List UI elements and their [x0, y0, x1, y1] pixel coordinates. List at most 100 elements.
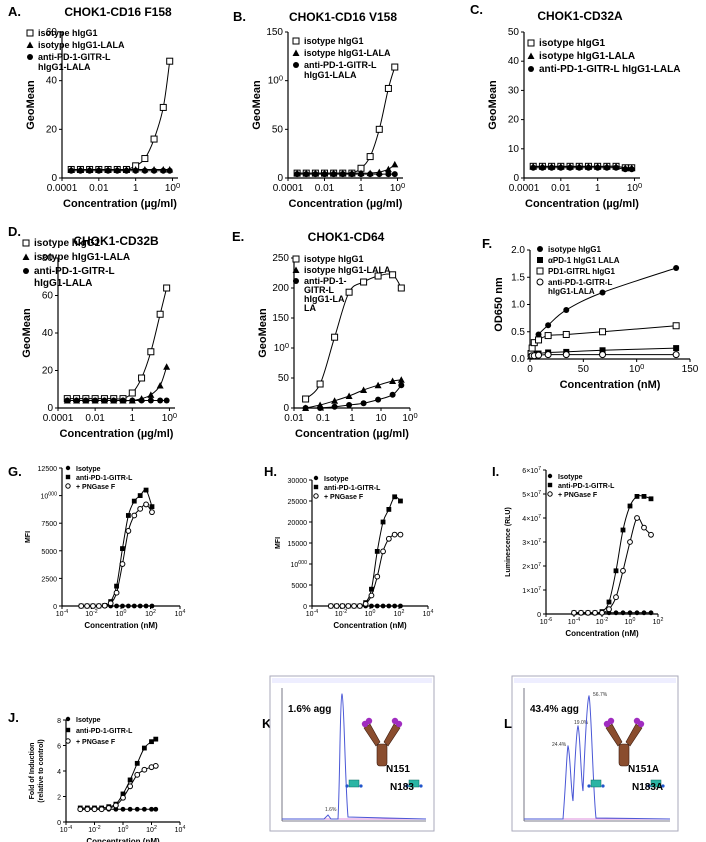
y-tick-label-H: 5000 [291, 583, 307, 590]
data-point [374, 381, 382, 389]
data-point [613, 594, 619, 601]
y-tick-label-H: 30000 [288, 478, 308, 485]
series-I-1: anti-PD-1-GITR-L [547, 482, 654, 616]
legend-marker [65, 483, 71, 489]
data-point [576, 164, 583, 171]
data-point [82, 397, 89, 404]
y-axis-label-I: Luminescence (RLU) [505, 507, 512, 577]
y-tick-label-D: 0 [47, 403, 53, 414]
y-tick-label-G: 0 [53, 604, 57, 611]
x-axis-label-A: Concentration (µg/ml) [63, 198, 177, 210]
x-tick-label-C: 100 [627, 181, 642, 194]
y-axis-label-G: MFI [25, 531, 32, 543]
data-point [585, 609, 591, 616]
x-tick-label-B: 0.0001 [273, 183, 304, 194]
data-point [613, 164, 620, 171]
aggregation-label: 1.6% agg [288, 704, 331, 715]
y-tick-label-A: 40 [46, 76, 58, 87]
panel-G: G. 10-4 10-2 100 102 104 0 2500 5000 7500 10000 125… [8, 464, 185, 630]
data-point [571, 609, 577, 616]
chart-title-B: CHOK1-CD16 V158 [289, 10, 397, 24]
legend-label-F: isotype hIgG1 [548, 245, 601, 254]
legend-label-D: anti-PD-1-GITR-L [34, 266, 115, 277]
data-point [380, 519, 386, 525]
data-point [360, 278, 368, 286]
y-tick-label-C: 10 [508, 144, 520, 155]
panel-label-D: D. [8, 224, 21, 239]
y-axis-label-B: GeoMean [251, 80, 263, 130]
legend-label-A: isotype hIgG1 [38, 28, 98, 38]
series-line [330, 496, 401, 607]
data-point [166, 57, 174, 65]
data-point [672, 351, 680, 359]
data-point [398, 498, 403, 504]
data-point [149, 603, 155, 609]
y-tick-label-C: 40 [508, 56, 520, 67]
legend-label-B: anti-PD-1-GITR-L [304, 60, 377, 70]
data-point [392, 494, 398, 500]
data-point [345, 288, 353, 296]
x-tick-label-J: 104 [175, 825, 186, 834]
data-point [84, 806, 91, 813]
data-point [131, 512, 138, 519]
data-point [156, 310, 164, 318]
x-tick-label-F: 50 [578, 364, 590, 375]
x-tick-label-F: 0 [527, 364, 533, 375]
panel-I: I. 10-6 10-4 10-2 100 102 0 1×107 2×107 3×107 4×10… [492, 464, 663, 638]
x-tick-label-H: 10-2 [335, 609, 348, 618]
y-tick-label-F: 1.0 [511, 300, 525, 311]
legend-marker [528, 66, 534, 72]
x-tick-label-F: 100 [629, 362, 644, 375]
antibody-icon [345, 717, 423, 788]
legend-label-C: isotype hIgG1-LALA [539, 51, 635, 62]
data-point [384, 165, 392, 173]
data-point [131, 603, 137, 609]
panel-label-E: E. [232, 229, 244, 244]
data-point [594, 164, 601, 171]
antibody-icon [587, 717, 665, 788]
x-tick-label-D: 0.0001 [43, 413, 74, 424]
data-point [375, 396, 382, 403]
data-point [374, 573, 381, 580]
data-point [391, 531, 398, 538]
data-point [603, 164, 610, 171]
x-tick-label-A: 100 [165, 181, 180, 194]
data-point [360, 386, 368, 393]
x-tick-label-E: 10 [375, 413, 387, 424]
data-point [648, 496, 654, 502]
legend-label-I: anti-PD-1-GITR-L [558, 483, 615, 490]
panel-label-J: J. [8, 710, 19, 725]
data-point [535, 336, 543, 344]
glycan-icon [408, 779, 420, 788]
data-point [641, 494, 647, 499]
legend-label-J: + PNGase F [76, 739, 116, 746]
data-point [119, 561, 126, 567]
data-point [599, 351, 607, 359]
data-point [123, 167, 130, 174]
data-point [156, 382, 164, 389]
data-point [149, 504, 155, 510]
panel-H: H. 10-4 10-2 100 102 104 0 5000 10000 15000 20000 2… [264, 464, 433, 630]
legend-marker [313, 484, 319, 490]
legend-marker [292, 49, 300, 56]
data-point [163, 363, 171, 370]
antibody-fc [376, 743, 388, 767]
y-tick-label-A: 20 [46, 124, 58, 135]
data-point [391, 171, 398, 178]
data-point [397, 284, 405, 292]
legend-label-E: LA [304, 303, 316, 313]
data-point [143, 501, 149, 508]
data-point [385, 171, 392, 178]
data-point [346, 402, 353, 408]
data-point [141, 167, 148, 174]
legend-label-F: PD1-GITRL hIgG1 [548, 267, 616, 276]
y-tick-label-B: 150 [266, 27, 283, 38]
legend-label-E: hIgG1-LA [304, 294, 345, 304]
x-tick-label-G: 10-4 [56, 609, 69, 618]
data-point [380, 548, 386, 555]
data-point [77, 806, 84, 813]
x-tick-label-G: 104 [175, 609, 186, 618]
glycan-dot [647, 784, 651, 788]
data-point [302, 405, 309, 411]
data-point [149, 509, 155, 516]
